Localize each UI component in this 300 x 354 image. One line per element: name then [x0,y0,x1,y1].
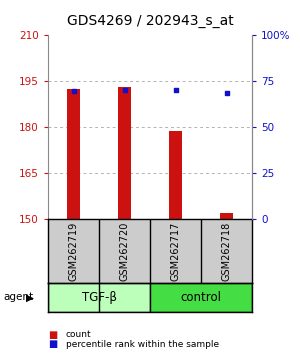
Text: GSM262720: GSM262720 [119,222,130,281]
Text: ■: ■ [48,330,57,339]
Text: control: control [181,291,221,304]
Text: agent: agent [3,292,33,302]
Point [224,91,229,96]
Bar [48,283,150,312]
Bar [169,131,182,219]
Point [122,87,127,92]
Text: ■: ■ [48,339,57,349]
Bar [67,89,80,219]
Text: GSM262719: GSM262719 [68,222,79,281]
Text: GSM262718: GSM262718 [221,222,232,281]
Text: count: count [66,330,92,339]
Text: ▶: ▶ [26,292,34,302]
Text: GDS4269 / 202943_s_at: GDS4269 / 202943_s_at [67,14,233,28]
Point [173,87,178,93]
Text: GSM262717: GSM262717 [170,222,181,281]
Bar [150,283,252,312]
Text: TGF-β: TGF-β [82,291,116,304]
Text: percentile rank within the sample: percentile rank within the sample [66,339,219,349]
Bar [220,213,233,219]
Point [71,88,76,93]
Bar [118,87,131,219]
